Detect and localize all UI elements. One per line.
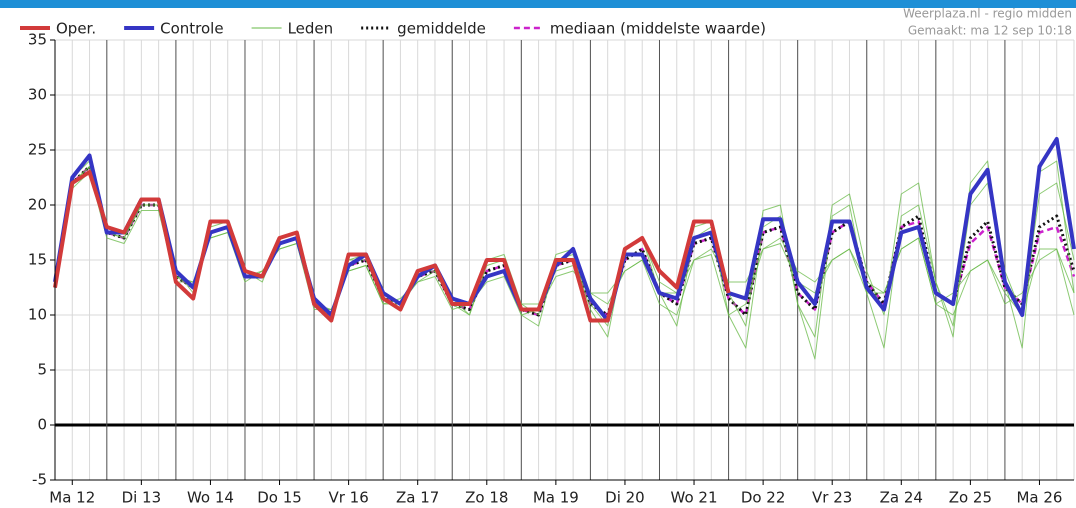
legend: Oper. Controle Leden gemiddelde mediaan (mid… xyxy=(20,20,766,38)
series-line xyxy=(53,165,1076,317)
x-tick-label: Zo 25 xyxy=(949,489,992,507)
y-tick-label: 25 xyxy=(28,141,47,159)
y-tick-label: 35 xyxy=(28,31,47,49)
y-tick-label: 30 xyxy=(28,86,47,104)
y-tick-label: 0 xyxy=(37,416,47,434)
y-tick-label: -5 xyxy=(32,471,47,489)
top-bar xyxy=(0,0,1076,8)
series-line xyxy=(54,166,1075,316)
y-tick-label: 15 xyxy=(28,251,47,269)
x-tick-label: Ma 19 xyxy=(533,489,579,507)
legend-label: gemiddelde xyxy=(397,20,486,38)
x-tick-label: Ma 12 xyxy=(49,489,95,507)
series-line xyxy=(53,170,731,323)
legend-label: mediaan (middelste waarde) xyxy=(550,20,766,38)
x-tick-label: Wo 14 xyxy=(187,489,234,507)
x-tick-label: Vr 16 xyxy=(328,489,368,507)
y-tick-label: 20 xyxy=(28,196,47,214)
x-tick-label: Wo 21 xyxy=(671,489,718,507)
created: Gemaakt: ma 12 sep 10:18 xyxy=(908,24,1072,38)
y-tick-label: 5 xyxy=(37,361,47,379)
x-tick-label: Vr 23 xyxy=(812,489,852,507)
plot xyxy=(53,137,1076,360)
x-tick-label: Do 15 xyxy=(257,489,302,507)
axes: -5 0 5 10 15 20 25 30 35 Ma 12 Di 13 Wo 14 Do 15 Vr 1… xyxy=(28,31,1074,507)
x-tick-label: Za 24 xyxy=(880,489,923,507)
y-tick-label: 10 xyxy=(28,306,47,324)
x-tick-label: Za 17 xyxy=(396,489,439,507)
legend-label: Controle xyxy=(160,20,223,38)
x-tick-label: Di 13 xyxy=(122,489,162,507)
legend-label: Oper. xyxy=(56,20,96,38)
x-tick-label: Ma 26 xyxy=(1016,489,1062,507)
legend-label: Leden xyxy=(288,20,334,38)
x-tick-label: Di 20 xyxy=(605,489,645,507)
series-line xyxy=(53,137,1076,323)
x-tick-label: Do 22 xyxy=(741,489,786,507)
source: Weerplaza.nl - regio midden xyxy=(903,7,1072,21)
x-tick-label: Zo 18 xyxy=(465,489,508,507)
